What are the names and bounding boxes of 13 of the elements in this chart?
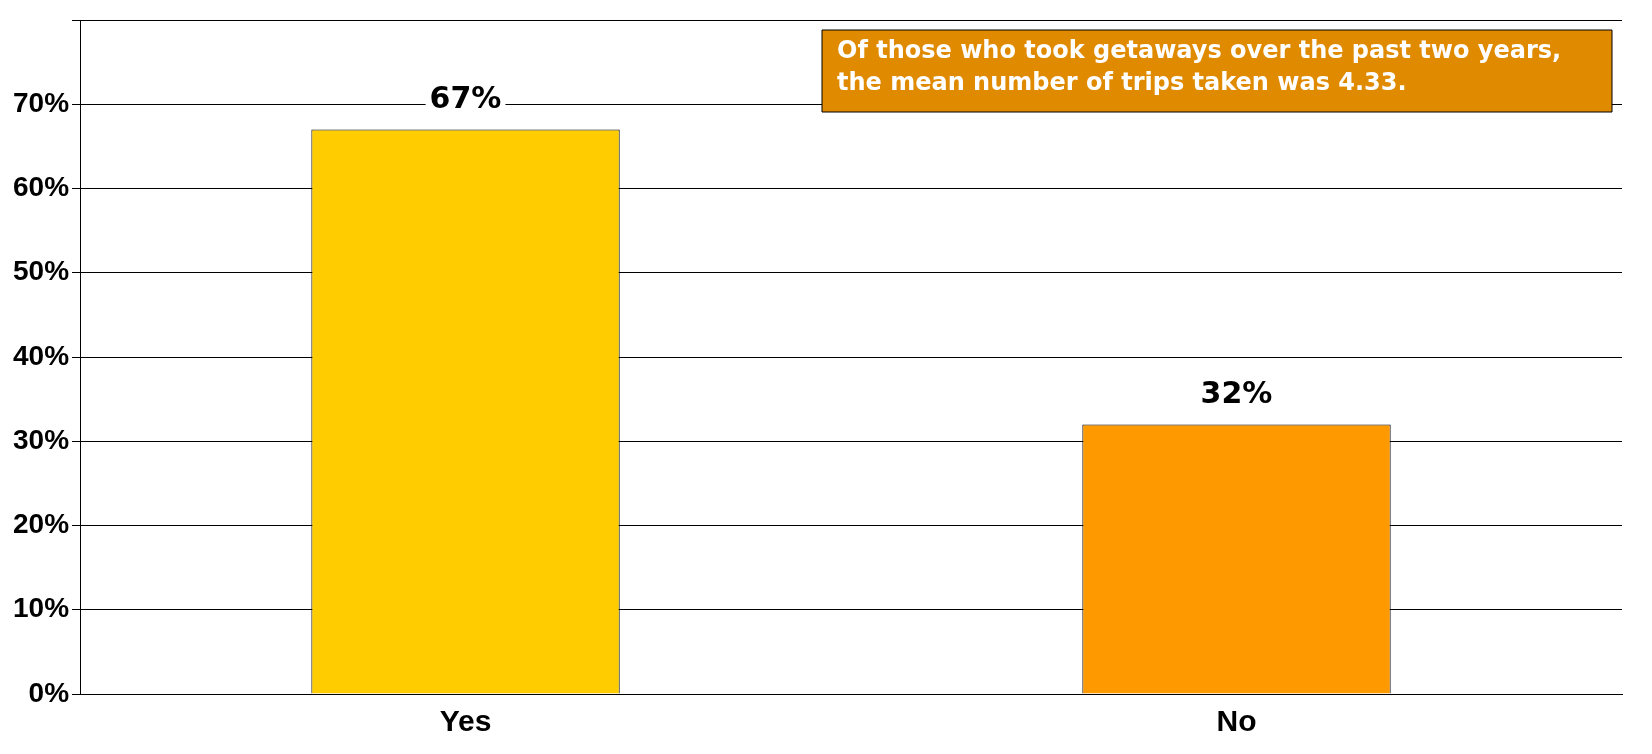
data-label: 67% (429, 80, 502, 116)
y-tick-label: 0% (28, 676, 70, 708)
y-tick-label: 10% (12, 592, 70, 624)
x-tick-label: Yes (439, 704, 492, 738)
data-label: 32% (1200, 375, 1273, 411)
y-tick-label: 20% (12, 508, 70, 540)
annotation: Of those who took getaways over the past two years, the mean number of trips taken was 4.33. (837, 36, 1562, 97)
y-tick-label: 30% (12, 423, 70, 455)
y-tick-label: 70% (12, 86, 70, 118)
x-tick-label: No (1216, 704, 1257, 738)
y-tick-label: 50% (12, 255, 70, 287)
y-tick-label: 60% (12, 171, 70, 203)
y-tick-label: 40% (12, 339, 70, 371)
